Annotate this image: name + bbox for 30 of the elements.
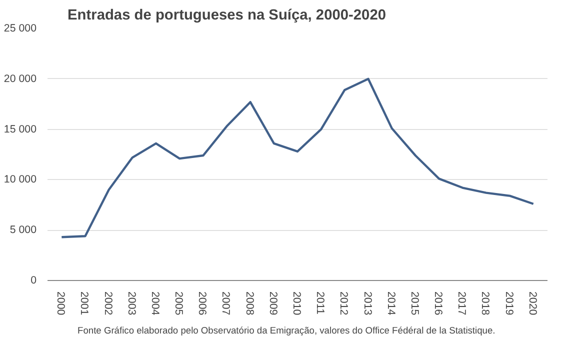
x-tick-label: 2000 bbox=[54, 292, 67, 316]
x-tick-label: 2019 bbox=[502, 292, 515, 316]
x-tick-label: 2003 bbox=[125, 292, 138, 316]
x-tick-label: 2006 bbox=[196, 292, 208, 316]
x-tick-label: 2009 bbox=[266, 292, 279, 316]
x-tick-label: 2012 bbox=[338, 292, 350, 316]
x-tick-label: 2018 bbox=[479, 292, 492, 316]
source-note: Fonte Gráfico elaborado pelo Observatório da Emigração, valores do Office Fédéral de la Statistique. bbox=[78, 326, 496, 336]
y-tick-label: 5 000 bbox=[10, 224, 37, 236]
y-tick-label: 10 000 bbox=[4, 174, 37, 186]
x-tick-label: 2007 bbox=[220, 292, 232, 316]
chart-title: Entradas de portugueses na Suíça, 2000-2020 bbox=[68, 8, 386, 24]
x-tick-label: 2011 bbox=[314, 292, 326, 314]
y-tick-label: 15 000 bbox=[4, 123, 37, 136]
x-tick-label: 2013 bbox=[361, 292, 374, 316]
x-tick-label: 2016 bbox=[432, 292, 444, 316]
x-tick-label: 2015 bbox=[408, 292, 420, 316]
x-tick-label: 2014 bbox=[384, 292, 397, 316]
x-tick-label: 2004 bbox=[148, 292, 161, 316]
y-tick-label: 25 000 bbox=[4, 22, 37, 34]
x-tick-label: 2017 bbox=[456, 292, 468, 316]
x-tick-label: 2020 bbox=[526, 292, 538, 316]
x-tick-label: 2002 bbox=[102, 292, 114, 316]
y-tick-label: 0 bbox=[30, 274, 37, 286]
line-series bbox=[60, 78, 534, 238]
x-tick-label: 2005 bbox=[172, 292, 185, 316]
y-tick-label: 20 000 bbox=[4, 72, 37, 85]
x-tick-label: 2010 bbox=[290, 292, 302, 316]
x-tick-label: 2008 bbox=[243, 292, 256, 316]
x-tick-label: 2001 bbox=[78, 292, 90, 316]
